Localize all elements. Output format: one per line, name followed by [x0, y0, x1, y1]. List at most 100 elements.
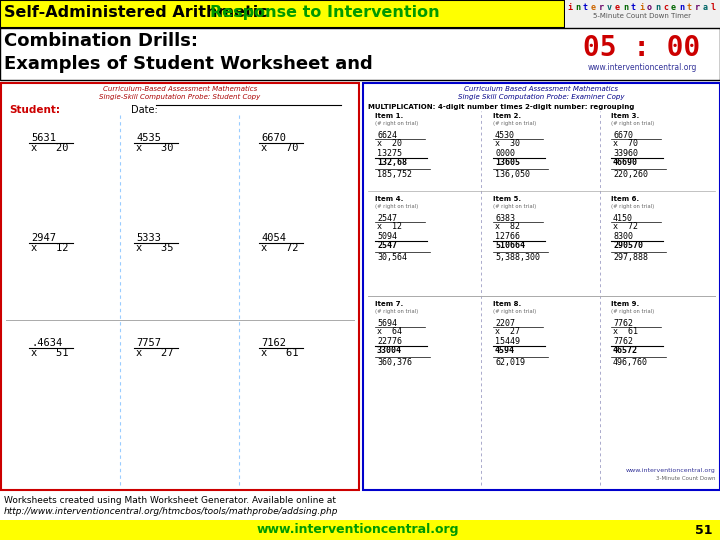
- Text: 12766: 12766: [495, 232, 520, 241]
- Text: x   35: x 35: [136, 243, 174, 253]
- Text: x   30: x 30: [136, 143, 174, 153]
- Text: i: i: [639, 3, 644, 12]
- Text: x   27: x 27: [136, 348, 174, 358]
- Text: 30,564: 30,564: [377, 253, 407, 262]
- Text: 290570: 290570: [613, 241, 643, 250]
- Text: Item 6.: Item 6.: [611, 196, 639, 202]
- Text: 46572: 46572: [613, 346, 638, 355]
- Text: (# right on trial): (# right on trial): [375, 121, 418, 126]
- Text: Item 7.: Item 7.: [375, 301, 403, 307]
- Text: Student:: Student:: [9, 105, 60, 115]
- Text: 13275: 13275: [377, 149, 402, 158]
- Text: .4634: .4634: [31, 338, 62, 348]
- Text: a: a: [703, 3, 708, 12]
- Bar: [0, 0, 565, 28]
- Text: 4530: 4530: [495, 131, 515, 140]
- Text: 4594: 4594: [495, 346, 515, 355]
- Text: x  20: x 20: [377, 139, 402, 148]
- Text: e: e: [615, 3, 620, 12]
- Text: x  27: x 27: [495, 327, 520, 336]
- Text: (# right on trial): (# right on trial): [375, 204, 418, 209]
- Text: x   70: x 70: [261, 143, 299, 153]
- Text: Item 9.: Item 9.: [611, 301, 639, 307]
- Text: www.interventioncentral.org: www.interventioncentral.org: [588, 63, 697, 72]
- Text: (# right on trial): (# right on trial): [493, 309, 536, 314]
- Text: x  70: x 70: [613, 139, 638, 148]
- Text: 360,376: 360,376: [377, 358, 412, 367]
- Text: x  72: x 72: [613, 222, 638, 231]
- Text: Item 2.: Item 2.: [493, 113, 521, 119]
- Text: n: n: [623, 3, 628, 12]
- Text: 496,760: 496,760: [613, 358, 648, 367]
- Text: 6383: 6383: [495, 214, 515, 223]
- Text: 4150: 4150: [613, 214, 633, 223]
- Bar: [0, 520, 720, 540]
- Text: n: n: [575, 3, 580, 12]
- Text: 220,260: 220,260: [613, 170, 648, 179]
- Text: Date:: Date:: [131, 105, 158, 115]
- Text: 6624: 6624: [377, 131, 397, 140]
- Text: Item 8.: Item 8.: [493, 301, 521, 307]
- Text: (# right on trial): (# right on trial): [493, 204, 536, 209]
- Text: x  64: x 64: [377, 327, 402, 336]
- Text: www.interventioncentral.org: www.interventioncentral.org: [625, 468, 715, 473]
- Text: Item 4.: Item 4.: [375, 196, 403, 202]
- Text: 2947: 2947: [31, 233, 56, 243]
- Text: 6670: 6670: [261, 133, 286, 143]
- Text: 62,019: 62,019: [495, 358, 525, 367]
- Text: Single Skill Computation Probe: Examiner Copy: Single Skill Computation Probe: Examiner…: [458, 94, 625, 100]
- Text: Item 5.: Item 5.: [493, 196, 521, 202]
- Text: MULTIPLICATION: 4-digit number times 2-digit number: regrouping: MULTIPLICATION: 4-digit number times 2-d…: [368, 104, 634, 110]
- Text: http://www.interventioncentral.org/htmcbos/tools/mathprobe/addsing.php: http://www.interventioncentral.org/htmcb…: [4, 507, 338, 516]
- Text: Single-Skill Computation Probe: Student Copy: Single-Skill Computation Probe: Student …: [99, 94, 261, 100]
- Text: o: o: [647, 3, 652, 12]
- Text: 2207: 2207: [495, 319, 515, 328]
- Text: x   72: x 72: [261, 243, 299, 253]
- Text: (# right on trial): (# right on trial): [375, 309, 418, 314]
- Text: v: v: [607, 3, 612, 12]
- Text: 33004: 33004: [377, 346, 402, 355]
- Text: n: n: [679, 3, 684, 12]
- Text: r: r: [599, 3, 604, 12]
- Text: 510664: 510664: [495, 241, 525, 250]
- Text: e: e: [591, 3, 596, 12]
- Text: Item 1.: Item 1.: [375, 113, 403, 119]
- Text: 0000: 0000: [495, 149, 515, 158]
- Text: i: i: [567, 3, 572, 12]
- Text: 7762: 7762: [613, 337, 633, 346]
- Text: t: t: [583, 3, 588, 12]
- Text: 5694: 5694: [377, 319, 397, 328]
- Text: 5094: 5094: [377, 232, 397, 241]
- Text: (# right on trial): (# right on trial): [611, 309, 654, 314]
- Text: Self-Administered Arithmetic: Self-Administered Arithmetic: [4, 5, 268, 20]
- Bar: [0, 28, 720, 80]
- Text: 5,388,300: 5,388,300: [495, 253, 540, 262]
- Text: Worksheets created using Math Worksheet Generator. Available online at: Worksheets created using Math Worksheet …: [4, 496, 336, 505]
- Text: x  12: x 12: [377, 222, 402, 231]
- Text: 4535: 4535: [136, 133, 161, 143]
- Text: (# right on trial): (# right on trial): [611, 204, 654, 209]
- Text: x   12: x 12: [31, 243, 68, 253]
- Text: 22776: 22776: [377, 337, 402, 346]
- Text: 185,752: 185,752: [377, 170, 412, 179]
- Text: x   51: x 51: [31, 348, 68, 358]
- Text: t: t: [687, 3, 692, 12]
- Text: 2547: 2547: [377, 241, 397, 250]
- Text: 51: 51: [695, 523, 712, 537]
- Text: 136,050: 136,050: [495, 170, 530, 179]
- Text: x  30: x 30: [495, 139, 520, 148]
- Text: 2547: 2547: [377, 214, 397, 223]
- Text: 8300: 8300: [613, 232, 633, 241]
- Text: 6670: 6670: [613, 131, 633, 140]
- Text: 13605: 13605: [495, 158, 520, 167]
- Text: c: c: [663, 3, 668, 12]
- Text: e: e: [671, 3, 676, 12]
- Text: x  82: x 82: [495, 222, 520, 231]
- Text: Curriculum-Based Assessment Mathematics: Curriculum-Based Assessment Mathematics: [103, 86, 257, 92]
- Text: Examples of Student Worksheet and: Examples of Student Worksheet and: [4, 55, 373, 73]
- Text: 5-Minute Count Down Timer: 5-Minute Count Down Timer: [593, 13, 691, 19]
- Bar: [565, 0, 720, 28]
- Text: 46690: 46690: [613, 158, 638, 167]
- Text: 5631: 5631: [31, 133, 56, 143]
- Text: Item 3.: Item 3.: [611, 113, 639, 119]
